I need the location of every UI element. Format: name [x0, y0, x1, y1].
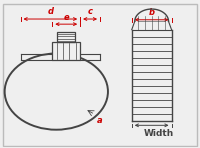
Text: d: d	[47, 7, 53, 16]
Bar	[57, 32, 75, 42]
FancyBboxPatch shape	[3, 4, 197, 146]
Text: b: b	[149, 8, 155, 17]
Text: e: e	[63, 13, 69, 22]
Text: Width: Width	[143, 129, 173, 138]
Text: a: a	[97, 116, 102, 125]
Bar	[52, 42, 80, 60]
Text: c: c	[88, 7, 93, 16]
